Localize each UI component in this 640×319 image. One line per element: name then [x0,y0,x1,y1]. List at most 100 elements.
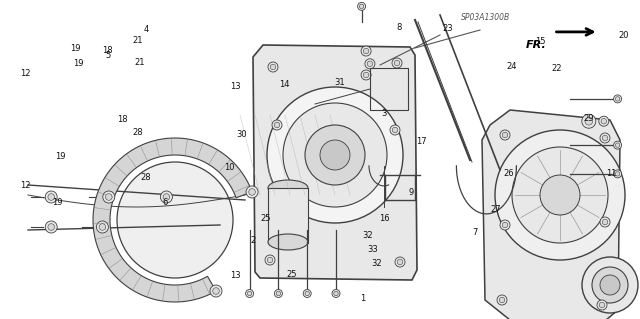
Circle shape [45,191,57,203]
Circle shape [303,289,311,298]
Circle shape [248,291,252,296]
Circle shape [367,61,372,67]
Text: 28: 28 [141,173,151,182]
Circle shape [395,257,405,267]
Circle shape [597,300,607,310]
Circle shape [600,133,610,143]
Bar [268,188,308,243]
Circle shape [616,97,620,101]
Text: 2: 2 [250,236,255,245]
Circle shape [332,289,340,298]
Circle shape [582,114,596,128]
Text: 19: 19 [70,44,81,53]
Circle shape [614,95,621,103]
Text: 14: 14 [280,80,290,89]
Circle shape [103,191,115,203]
Circle shape [592,267,628,303]
Circle shape [392,127,397,133]
Circle shape [500,220,510,230]
Text: 28: 28 [132,128,143,137]
Text: 21: 21 [132,36,143,45]
Text: 18: 18 [102,46,113,55]
FancyArrowPatch shape [556,29,593,35]
Circle shape [502,222,508,228]
Polygon shape [253,45,417,280]
Text: 26: 26 [504,169,514,178]
Text: 19: 19 [73,59,83,68]
Text: 19: 19 [56,152,66,161]
Circle shape [210,285,222,297]
Circle shape [616,172,620,176]
Text: 10: 10 [224,163,234,172]
Circle shape [267,87,403,223]
Circle shape [272,120,282,130]
Text: 23: 23 [443,24,453,33]
Circle shape [275,289,282,298]
Circle shape [600,275,620,295]
Circle shape [163,194,170,200]
Circle shape [499,297,505,303]
Circle shape [276,291,280,296]
Circle shape [275,122,280,128]
Circle shape [305,125,365,185]
Circle shape [212,288,220,294]
Text: 31: 31 [334,78,344,87]
Circle shape [320,140,350,170]
Text: 12: 12 [20,181,31,189]
Circle shape [602,135,608,141]
Bar [370,68,408,110]
Circle shape [268,257,273,263]
Text: 24: 24 [507,63,517,71]
Circle shape [614,170,621,178]
Circle shape [97,221,108,233]
Circle shape [48,194,54,200]
Circle shape [497,295,507,305]
Text: 22: 22 [552,64,562,73]
Text: 4: 4 [143,25,148,34]
Text: 9: 9 [409,189,414,197]
Circle shape [394,60,400,66]
Circle shape [582,257,638,313]
Text: 15: 15 [536,37,546,46]
Circle shape [364,72,369,78]
Text: 20: 20 [619,31,629,40]
Text: 11: 11 [606,169,616,178]
Text: 13: 13 [230,271,241,280]
Circle shape [512,147,608,243]
Circle shape [106,194,112,200]
Text: 8: 8 [396,23,401,32]
Circle shape [358,2,365,11]
Circle shape [364,48,369,54]
Text: 5: 5 [105,51,110,60]
Text: 12: 12 [20,69,31,78]
Text: 3: 3 [381,109,387,118]
Circle shape [585,117,593,125]
Circle shape [117,162,233,278]
Circle shape [249,189,255,195]
Text: 29: 29 [584,114,594,122]
Circle shape [602,219,608,225]
Text: 21: 21 [134,58,145,67]
Text: FR.: FR. [525,40,547,50]
Circle shape [99,224,106,230]
Ellipse shape [268,234,308,250]
Text: 6: 6 [163,198,168,207]
Circle shape [265,255,275,265]
Circle shape [616,143,620,147]
Text: SP03A1300B: SP03A1300B [461,13,510,22]
Polygon shape [482,110,620,319]
Circle shape [270,64,276,70]
Text: 32: 32 [371,259,381,268]
Circle shape [392,58,402,68]
Circle shape [540,175,580,215]
Circle shape [48,224,54,230]
Text: 19: 19 [52,198,63,207]
Text: 18: 18 [118,115,128,124]
Polygon shape [93,138,252,302]
Circle shape [600,217,610,227]
Text: 33: 33 [367,245,378,254]
Circle shape [397,259,403,265]
Text: 30: 30 [237,130,247,139]
Circle shape [601,118,607,124]
Circle shape [283,103,387,207]
